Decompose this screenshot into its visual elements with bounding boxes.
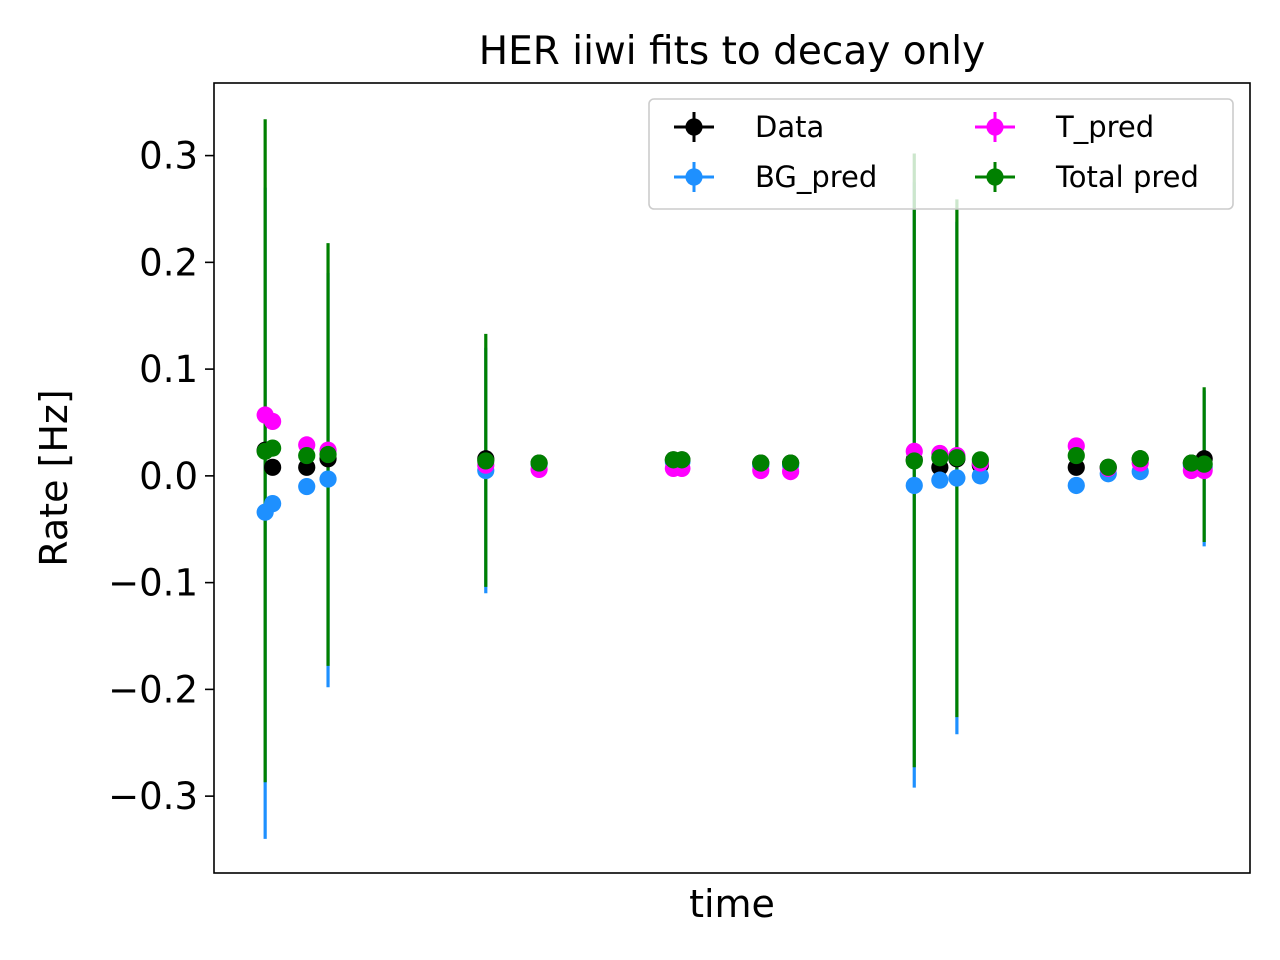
data-point <box>905 452 923 470</box>
y-tick-label: 0.0 <box>139 455 198 498</box>
y-tick-label: −0.3 <box>108 775 198 818</box>
data-point <box>782 454 800 472</box>
legend-label: Data <box>755 110 824 144</box>
data-point <box>752 454 770 472</box>
data-points <box>256 406 1213 521</box>
data-point <box>1131 450 1149 468</box>
data-point <box>298 446 316 465</box>
legend-box <box>648 98 1234 210</box>
data-point <box>264 412 282 431</box>
x-axis-label: time <box>689 882 775 926</box>
data-point <box>948 449 966 467</box>
y-axis-ticks: 0.3 0.2 0.1 0.0 −0.1 −0.2 −0.3 <box>108 135 214 818</box>
y-axis-label: Rate [Hz] <box>32 389 76 566</box>
data-point <box>1067 476 1085 495</box>
data-point <box>931 449 949 467</box>
data-point <box>1182 454 1200 472</box>
legend-marker <box>685 168 703 186</box>
legend-label: BG_pred <box>755 160 877 194</box>
data-point <box>1195 455 1213 473</box>
legend-entry: Total pred <box>975 160 1199 194</box>
plot-marks <box>256 119 1213 839</box>
legend: Data BG_pred T_pred Total pred <box>648 98 1234 210</box>
data-point <box>1067 446 1085 465</box>
data-point <box>264 439 282 457</box>
data-point <box>264 495 282 513</box>
legend-marker <box>986 168 1004 186</box>
data-point <box>477 452 495 470</box>
legend-entry: Data <box>674 110 824 144</box>
data-point <box>1099 458 1117 476</box>
legend-marker <box>986 118 1004 136</box>
data-point <box>264 458 282 476</box>
chart-title: HER iiwi fits to decay only <box>479 29 985 74</box>
data-point <box>971 451 989 469</box>
data-point <box>948 469 966 487</box>
y-tick-label: −0.1 <box>108 562 198 605</box>
legend-entry: T_pred <box>975 110 1154 144</box>
y-tick-label: 0.1 <box>139 348 198 391</box>
y-tick-label: 0.3 <box>139 135 198 178</box>
data-point <box>530 454 548 472</box>
data-point <box>971 467 989 485</box>
data-point <box>673 451 691 469</box>
data-point <box>298 477 316 496</box>
legend-marker <box>685 118 703 136</box>
legend-label: T_pred <box>1055 110 1154 144</box>
y-tick-label: −0.2 <box>108 668 198 711</box>
data-point <box>905 476 923 495</box>
legend-entry: BG_pred <box>674 160 877 194</box>
y-tick-label: 0.2 <box>139 241 198 284</box>
plot-frame <box>213 82 1251 874</box>
data-point <box>319 445 337 464</box>
data-point <box>931 471 949 489</box>
legend-label: Total pred <box>1055 160 1199 194</box>
data-point <box>319 470 337 488</box>
